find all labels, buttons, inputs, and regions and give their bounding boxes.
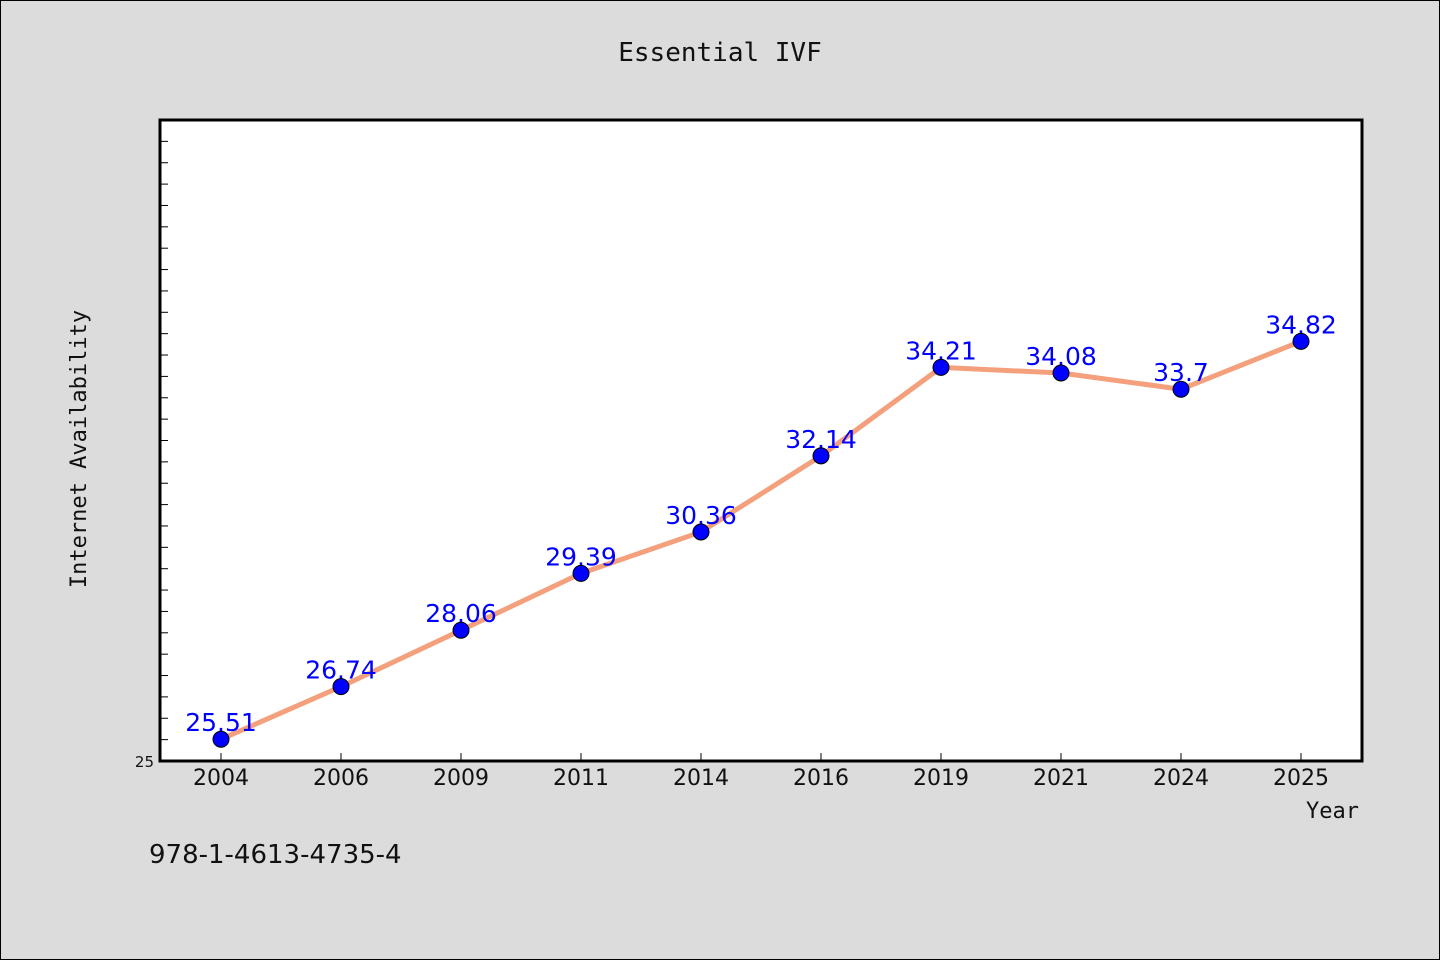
data-point [692,523,710,541]
y-axis-ticks: 25 [135,140,168,771]
x-tick-label: 2004 [193,766,249,791]
plot-area [158,118,1364,763]
x-tick-label: 2021 [1033,766,1089,791]
x-tick-label: 2016 [793,766,849,791]
data-point [212,730,230,748]
x-tick-label: 2019 [913,766,969,791]
x-axis-label: Year [1306,799,1359,824]
data-point [812,447,830,465]
series-line [219,339,1302,742]
data-point [932,358,950,376]
x-tick-label: 2011 [553,766,609,791]
data-point [1292,332,1310,350]
data-point [1172,380,1190,398]
y-axis-label: Internet Availability [67,310,92,588]
data-point [1052,364,1070,382]
y-tick-label: 25 [135,753,154,771]
x-tick-label: 2014 [673,766,729,791]
chart-title: Essential IVF [618,38,822,68]
data-point [452,621,470,639]
x-tick-label: 2025 [1273,766,1329,791]
x-tick-label: 2024 [1153,766,1209,791]
x-axis-ticks: 2004 2006 2009 2011 2014 2016 2019 2021 2024 2025 [193,753,1329,791]
data-point [572,564,590,582]
footer-isbn: 978-1-4613-4735-4 [149,840,402,870]
x-tick-label: 2009 [433,766,489,791]
data-point [332,678,350,696]
x-tick-label: 2006 [313,766,369,791]
